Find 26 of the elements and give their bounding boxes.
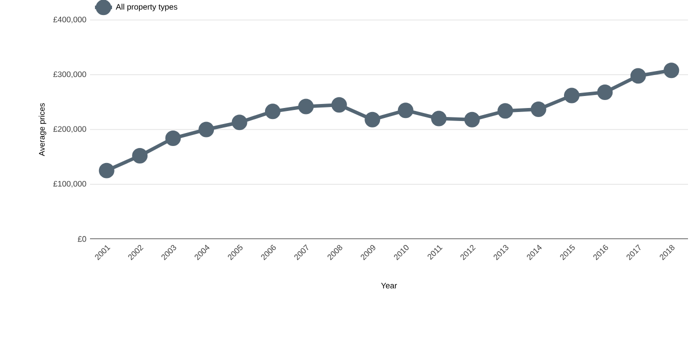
point [165,130,181,146]
point [498,103,514,119]
point [98,162,114,178]
point [530,101,546,117]
point [198,122,214,138]
point [630,68,646,84]
point [364,112,380,128]
legend-label: All property types [116,4,178,12]
point [597,84,613,100]
y-tick-label: £400,000 [53,16,86,24]
point [564,88,580,104]
point [431,110,447,126]
y-axis-title: Average prices [38,103,46,156]
y-tick-label: £300,000 [53,71,86,78]
point [331,97,347,113]
point [298,98,314,114]
point [464,112,480,128]
point [664,62,680,78]
point [232,114,248,130]
y-tick-label: £100,000 [53,180,86,188]
x-axis-title: Year [381,282,397,288]
point [132,148,148,164]
y-tick-label: £200,000 [53,126,86,133]
point [264,104,280,120]
point [398,102,414,118]
y-tick-label: £0 [78,236,86,242]
